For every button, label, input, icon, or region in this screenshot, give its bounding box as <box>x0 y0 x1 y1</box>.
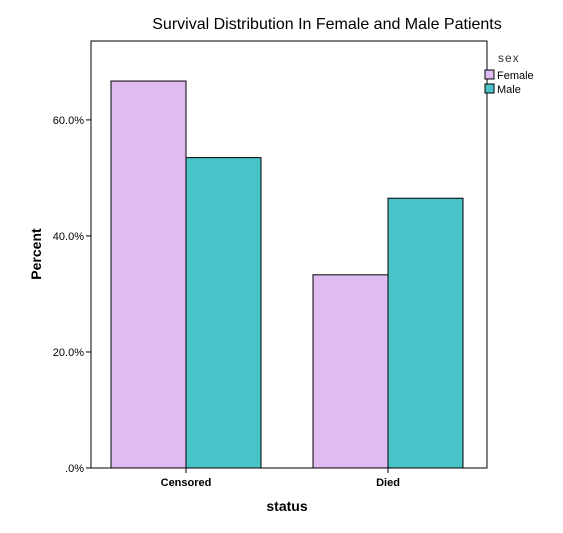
x-tick-label: Censored <box>161 477 212 489</box>
legend-swatch-female <box>484 69 495 80</box>
legend-label-female: Female <box>497 70 534 82</box>
bars-layer <box>110 80 464 469</box>
y-tick-label: .0% <box>65 463 84 475</box>
bar-female-censored <box>110 80 187 469</box>
y-tick-label: 20.0% <box>53 347 84 359</box>
x-tick-label: Died <box>376 477 400 489</box>
y-axis: .0% 20.0% 40.0% 60.0% <box>53 115 91 475</box>
x-axis: Censored Died <box>161 468 400 489</box>
legend-title: sex <box>498 51 520 65</box>
legend: sex Female Male <box>484 51 534 96</box>
y-axis-label: Percent <box>28 228 44 280</box>
bar-female-died <box>312 274 389 469</box>
x-axis-label: status <box>266 498 307 514</box>
chart-title: Survival Distribution In Female and Male… <box>152 16 502 33</box>
y-tick-label: 40.0% <box>53 231 84 243</box>
legend-swatch-male <box>484 83 495 94</box>
legend-label-male: Male <box>497 84 521 96</box>
bar-male-died <box>387 197 464 469</box>
bar-male-censored <box>185 157 262 469</box>
y-tick-label: 60.0% <box>53 115 84 127</box>
